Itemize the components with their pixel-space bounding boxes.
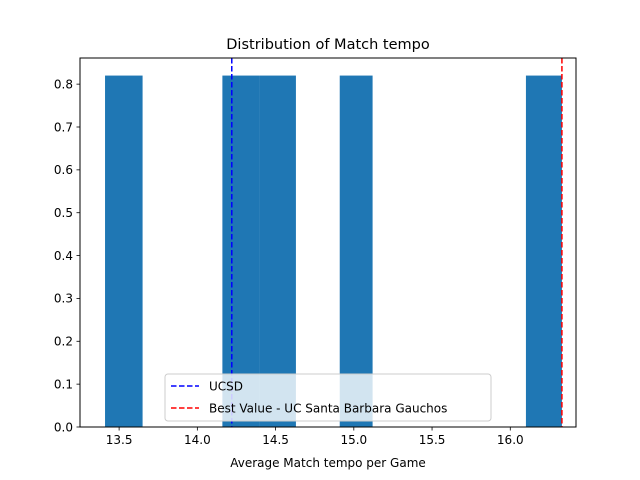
legend-entry-label: UCSD bbox=[209, 379, 243, 393]
bars-layer bbox=[105, 75, 562, 428]
legend: UCSD Best Value - UC Santa Barbara Gaucho… bbox=[164, 373, 492, 422]
y-axis-ticks: 0.0 0.1 0.2 0.3 0.4 0.5 0.6 0.7 0.8 bbox=[54, 77, 80, 434]
x-tick-label: 16.0 bbox=[497, 433, 524, 447]
x-tick-label: 14.5 bbox=[262, 433, 289, 447]
x-tick-label: 15.5 bbox=[419, 433, 446, 447]
y-tick-label: 0.1 bbox=[54, 377, 73, 391]
x-tick-label: 15.0 bbox=[340, 433, 367, 447]
y-tick-label: 0.6 bbox=[54, 163, 73, 177]
plot-frame bbox=[79, 57, 577, 428]
y-tick-label: 0.2 bbox=[54, 335, 73, 349]
y-tick-label: 0.0 bbox=[54, 420, 73, 434]
x-axis-ticks: 13.5 14.0 14.5 15.0 15.5 16.0 bbox=[106, 427, 524, 447]
chart-title: Distribution of Match tempo bbox=[226, 37, 430, 53]
legend-entry-label: Best Value - UC Santa Barbara Gauchos bbox=[209, 401, 447, 415]
x-tick-label: 14.0 bbox=[184, 433, 211, 447]
x-axis-label: Average Match tempo per Game bbox=[230, 456, 426, 470]
histogram-bar bbox=[259, 75, 296, 428]
histogram-bar bbox=[105, 75, 143, 428]
histogram-bar bbox=[525, 75, 562, 428]
legend-box bbox=[164, 373, 492, 422]
y-tick-label: 0.3 bbox=[54, 292, 73, 306]
histogram-bar bbox=[339, 75, 373, 428]
reference-lines-layer bbox=[231, 58, 563, 427]
y-tick-label: 0.8 bbox=[54, 77, 73, 91]
y-tick-label: 0.4 bbox=[54, 249, 73, 263]
y-tick-label: 0.7 bbox=[54, 120, 73, 134]
histogram-bar bbox=[222, 75, 260, 428]
x-tick-label: 13.5 bbox=[106, 433, 133, 447]
y-tick-label: 0.5 bbox=[54, 206, 73, 220]
